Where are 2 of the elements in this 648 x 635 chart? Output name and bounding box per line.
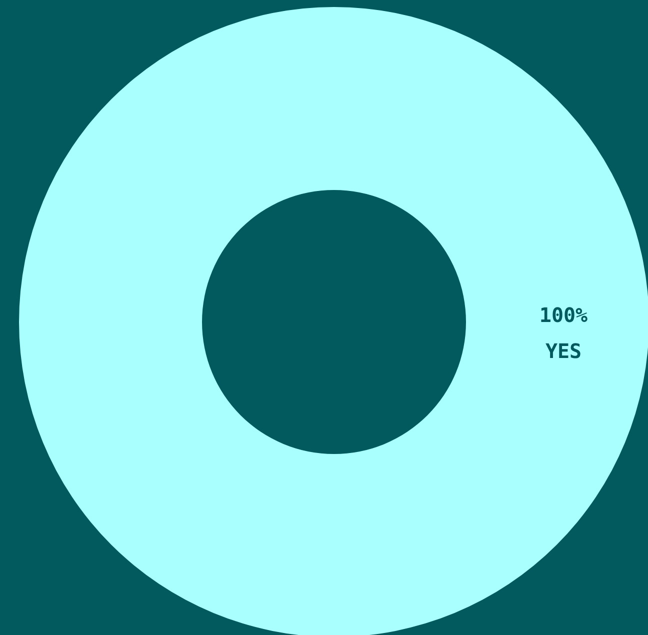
slice-label: YES: [545, 339, 582, 363]
data-label: 100%: [539, 303, 588, 327]
